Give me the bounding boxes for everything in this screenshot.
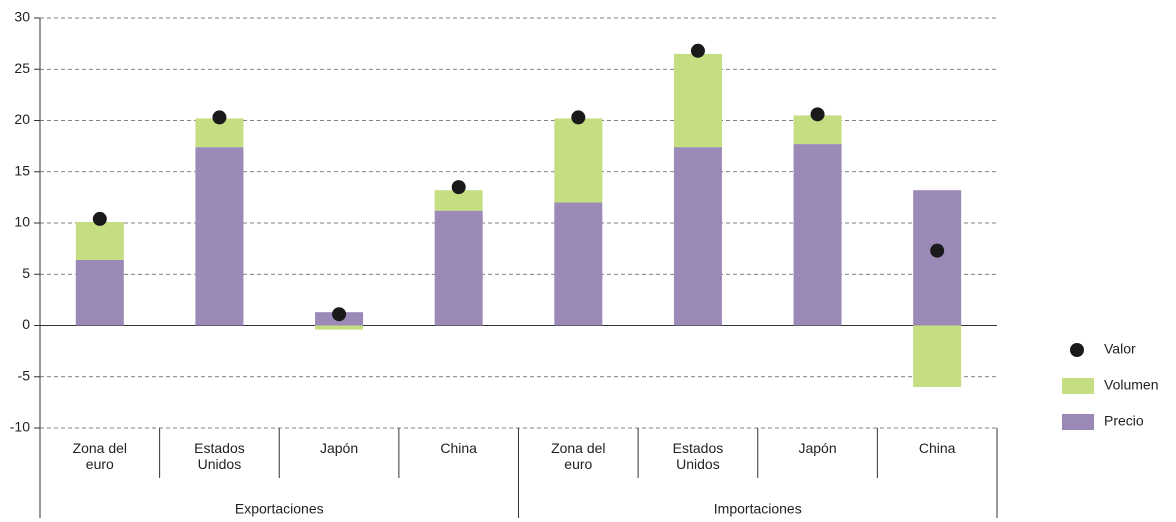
x-tick-label: Japón (319, 440, 359, 456)
x-tick-label: Estados Unidos (194, 440, 245, 472)
legend-label: Volumen (1104, 377, 1158, 393)
bar (913, 190, 962, 326)
value-dot (451, 180, 466, 195)
y-tick-label: 15 (14, 162, 30, 178)
legend-marker (1062, 414, 1094, 430)
group-label: Exportaciones (235, 501, 324, 517)
value-dot (930, 243, 945, 258)
bar (913, 325, 962, 387)
legend-marker (1070, 343, 1084, 357)
group-label: Importaciones (714, 501, 802, 517)
y-tick-label: 0 (22, 316, 30, 332)
value-dot (92, 211, 107, 226)
legend-marker (1062, 378, 1094, 394)
y-tick-label: 5 (22, 265, 30, 281)
y-tick-label: 10 (14, 214, 30, 230)
x-tick-label: Estados Unidos (672, 440, 724, 472)
value-dot (212, 110, 227, 125)
x-tick-label: Japón (798, 440, 837, 456)
y-tick-label: -5 (18, 367, 31, 383)
bar (315, 325, 364, 330)
bar (554, 118, 603, 203)
bar (793, 144, 842, 326)
value-dot (571, 110, 586, 125)
value-dot (690, 43, 705, 58)
bar (434, 190, 483, 211)
bar (195, 147, 244, 326)
x-tick-label: Zona del euro (72, 440, 128, 472)
bar (673, 147, 722, 326)
bar (75, 259, 124, 326)
bar (554, 202, 603, 326)
legend-label: Valor (1104, 341, 1136, 357)
y-tick-label: 25 (14, 60, 30, 76)
bar (673, 53, 722, 148)
legend-label: Precio (1104, 413, 1144, 429)
x-tick-label: China (440, 440, 477, 456)
y-tick-label: -10 (10, 419, 30, 435)
y-tick-label: 30 (14, 9, 30, 25)
value-dot (332, 307, 347, 322)
bar (75, 221, 124, 260)
x-tick-label: China (918, 440, 956, 456)
y-tick-label: 20 (14, 111, 30, 127)
value-dot (810, 107, 825, 122)
bar (434, 210, 483, 326)
x-tick-label: Zona del euro (551, 440, 606, 472)
